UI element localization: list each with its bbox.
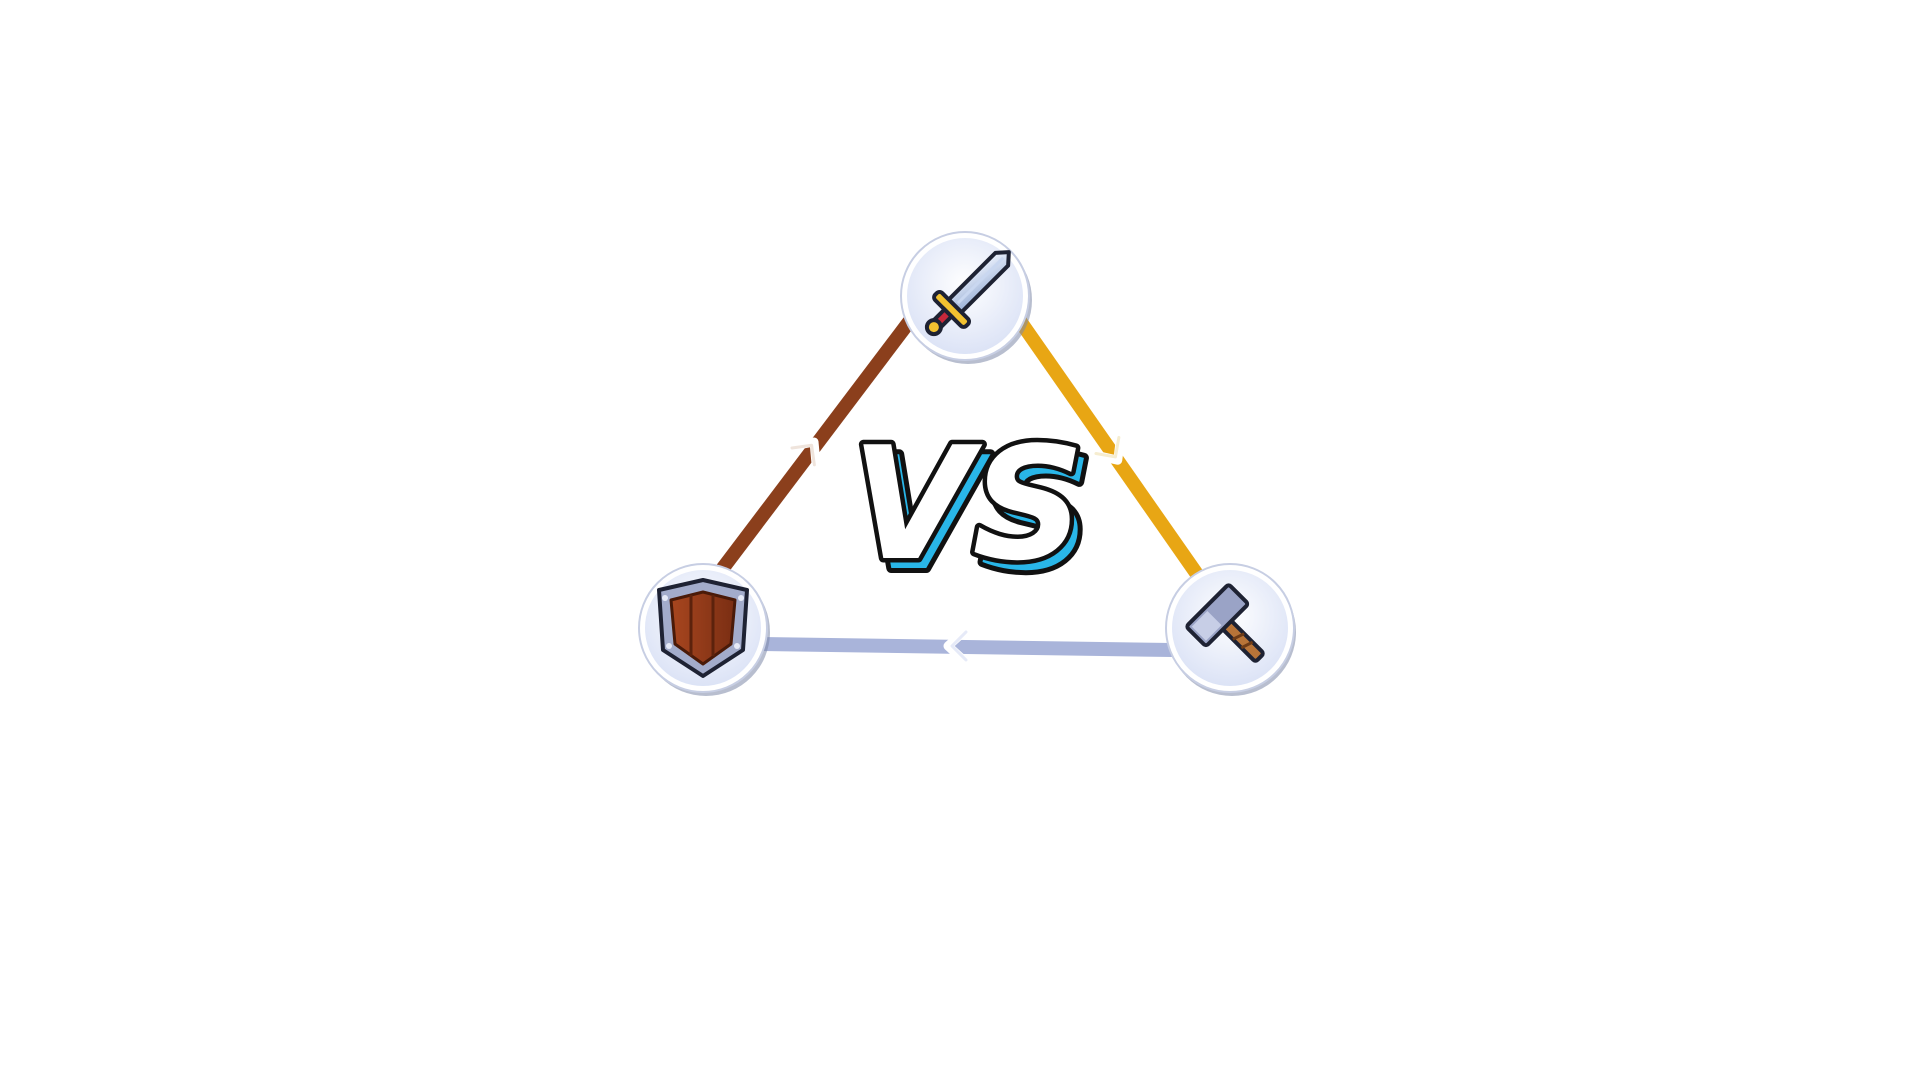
link-sword-to-hammer	[1012, 313, 1214, 595]
vs-label: VS	[851, 413, 1084, 595]
arrows-layer	[780, 426, 1127, 671]
node-sword[interactable]	[900, 231, 1032, 364]
sword-icon	[924, 250, 1011, 337]
vs-shadow: VS	[859, 423, 1092, 605]
arrow-chevron-icon	[943, 621, 975, 671]
arrow-chevron-icon	[780, 437, 822, 477]
link-hammer-to-shield	[757, 637, 1173, 657]
vs-title: VS VS	[847, 409, 1098, 611]
shield-icon	[657, 578, 749, 678]
arrow-chevron-icon	[1084, 426, 1127, 465]
hammer-icon	[1185, 583, 1265, 663]
node-hammer[interactable]	[1165, 563, 1296, 696]
node-shield[interactable]	[638, 563, 770, 696]
